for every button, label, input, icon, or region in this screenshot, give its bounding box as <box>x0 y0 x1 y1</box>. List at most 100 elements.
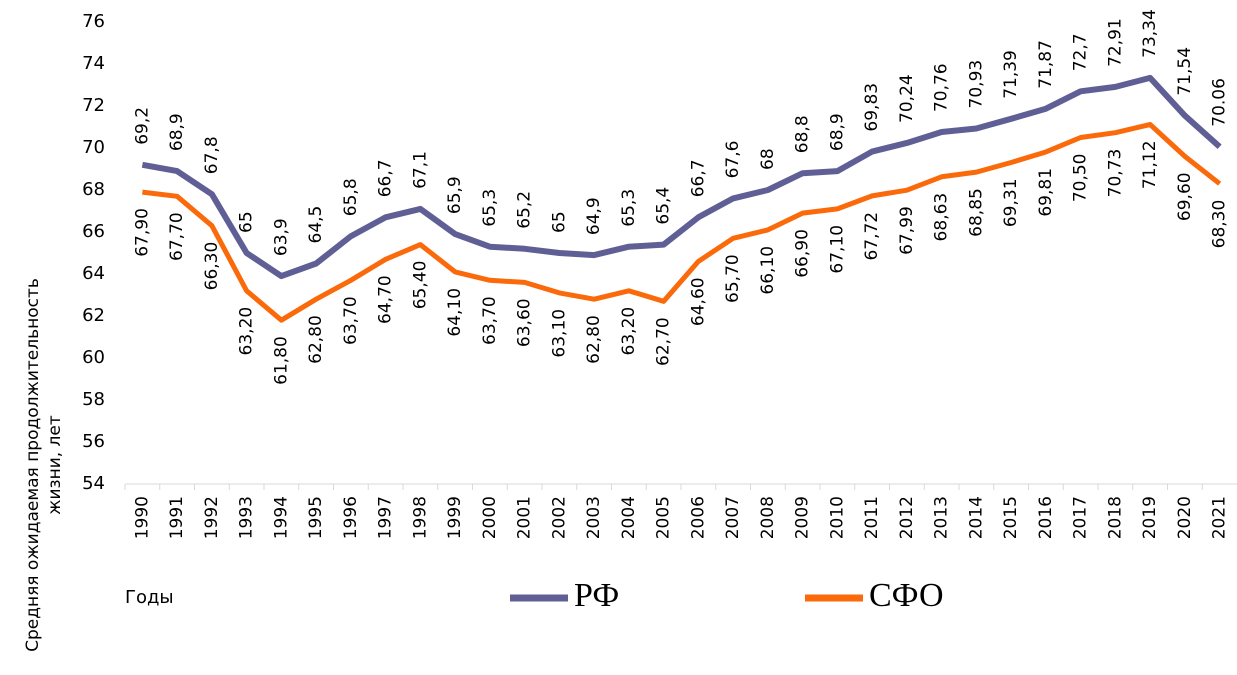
data-label: 68,85 <box>966 188 986 237</box>
x-tick-label: 2018 <box>1105 496 1125 539</box>
data-label: 62,70 <box>654 317 674 366</box>
data-label: 63,60 <box>515 298 535 347</box>
y-tick-label: 54 <box>82 473 105 494</box>
data-label: 64,10 <box>445 288 465 337</box>
x-tick-label: 1994 <box>271 496 291 539</box>
data-label: 68,8 <box>793 115 813 153</box>
data-label: 67,6 <box>723 141 743 179</box>
data-label: 63,20 <box>619 307 639 356</box>
data-label: 65,8 <box>341 178 361 216</box>
data-label: 62,80 <box>306 315 326 364</box>
x-tick-label: 2010 <box>827 496 847 539</box>
x-axis-title: Годы <box>125 587 174 608</box>
data-label: 66,10 <box>758 246 778 295</box>
data-label: 67,8 <box>202 136 222 174</box>
data-label: 71,39 <box>1001 50 1021 99</box>
data-label: 69,60 <box>1175 172 1195 221</box>
data-label: 69,2 <box>132 107 152 145</box>
data-label: 67,1 <box>410 151 430 189</box>
data-label: 67,10 <box>827 225 847 274</box>
x-tick-label: 1999 <box>445 496 465 539</box>
legend-label: СФО <box>869 577 944 613</box>
data-label: 66,30 <box>202 242 222 291</box>
data-label: 65,3 <box>619 189 639 227</box>
data-label: 68,63 <box>932 193 952 242</box>
data-label: 67,90 <box>132 208 152 257</box>
y-tick-label: 62 <box>82 305 105 326</box>
y-tick-label: 66 <box>82 221 105 242</box>
y-tick-label: 60 <box>82 347 105 368</box>
x-tick-label: 1990 <box>132 496 152 539</box>
x-tick-label: 2019 <box>1140 496 1160 539</box>
data-label: 62,80 <box>584 315 604 364</box>
data-label: 64,70 <box>376 275 396 324</box>
data-label: 63,10 <box>549 309 569 358</box>
data-label: 65 <box>237 211 257 233</box>
data-label: 68 <box>758 148 778 170</box>
data-label: 63,70 <box>480 296 500 345</box>
data-label: 61,80 <box>271 336 291 385</box>
y-tick-label: 58 <box>82 389 105 410</box>
x-tick-label: 2003 <box>584 496 604 539</box>
data-label: 64,60 <box>688 277 708 326</box>
data-label: 70.06 <box>1210 78 1230 127</box>
data-label: 65,40 <box>410 261 430 310</box>
x-tick-label: 2000 <box>480 496 500 539</box>
data-label: 67,99 <box>897 206 917 255</box>
data-label: 72,91 <box>1105 18 1125 67</box>
data-label: 65,9 <box>445 176 465 214</box>
data-label: 65,3 <box>480 189 500 227</box>
data-label: 70,93 <box>966 60 986 109</box>
data-label: 71,54 <box>1175 47 1195 96</box>
x-tick-label: 2020 <box>1175 496 1195 539</box>
data-label: 64,9 <box>584 197 604 235</box>
x-tick-label: 1998 <box>410 496 430 539</box>
x-tick-label: 1993 <box>237 496 257 539</box>
series-line <box>142 121 1222 323</box>
data-label: 65,2 <box>515 191 535 229</box>
y-tick-label: 56 <box>82 431 105 452</box>
x-tick-label: 2009 <box>793 496 813 539</box>
x-tick-label: 1991 <box>167 496 187 539</box>
chart: Годы 54 56 58 60 62 64 66 68 70 72 74 76 1990 1991 199… <box>82 9 1237 613</box>
data-label: 64,5 <box>306 206 326 244</box>
x-tick-label: 2008 <box>758 496 778 539</box>
x-tick-label: 1996 <box>341 496 361 539</box>
legend-label: РФ <box>574 577 619 613</box>
x-tick-label: 2005 <box>654 496 674 539</box>
data-label: 72,7 <box>1071 33 1091 71</box>
data-label: 63,20 <box>237 307 257 356</box>
data-label: 71,12 <box>1140 140 1160 189</box>
x-tick-label: 1995 <box>306 496 326 539</box>
y-tick-label: 68 <box>82 179 105 200</box>
data-label: 65,70 <box>723 254 743 303</box>
data-label: 67,70 <box>167 212 187 261</box>
y-tick-label: 74 <box>82 53 105 74</box>
data-label: 69,81 <box>1036 168 1056 217</box>
x-tick-label: 2006 <box>688 496 708 539</box>
data-label: 71,87 <box>1036 40 1056 89</box>
data-label: 70,73 <box>1105 149 1125 198</box>
series-line <box>141 74 1222 280</box>
data-label: 68,9 <box>827 113 847 151</box>
x-tick-label: 1997 <box>376 496 396 539</box>
x-tick-label: 2012 <box>897 496 917 539</box>
data-label: 69,83 <box>862 83 882 132</box>
data-label: 68,30 <box>1210 200 1230 249</box>
data-label: 70,76 <box>932 63 952 112</box>
page: {"chart_data": {"type": "line", "y_label… <box>23 9 1237 652</box>
data-label: 66,7 <box>688 159 708 197</box>
x-tick-label: 2004 <box>619 496 639 539</box>
data-label: 69,31 <box>1001 178 1021 227</box>
y-tick-label: 70 <box>82 137 105 158</box>
data-label: 73,34 <box>1140 9 1160 58</box>
x-tick-label: 2013 <box>932 496 952 539</box>
y-tick-label: 72 <box>82 95 105 116</box>
data-label: 68,9 <box>167 113 187 151</box>
x-tick-label: 2011 <box>862 496 882 539</box>
x-tick-label: 2016 <box>1036 496 1056 539</box>
x-tick-label: 2002 <box>549 496 569 539</box>
data-label: 66,90 <box>793 229 813 278</box>
x-tick-label: 2007 <box>723 496 743 539</box>
x-tick-label: 2021 <box>1210 496 1230 539</box>
